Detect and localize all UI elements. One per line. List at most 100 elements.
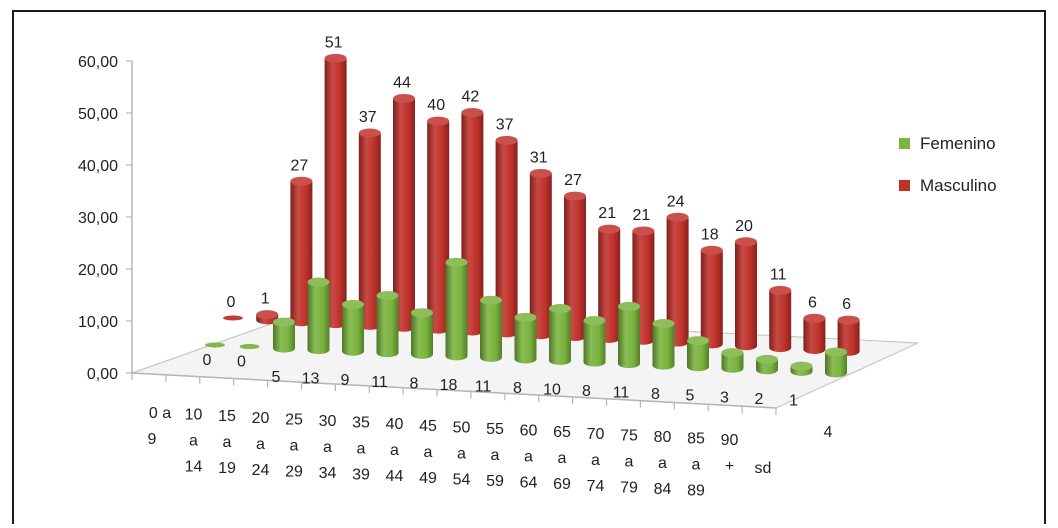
legend-label-masculino: Masculino <box>920 176 997 195</box>
bar-femenino <box>445 257 468 361</box>
chart-frame <box>12 10 1046 524</box>
category-label-line: 55 <box>486 421 504 438</box>
category-label-line: 29 <box>285 463 303 480</box>
category-label-line: 65 <box>553 424 571 441</box>
data-label-femenino: 4 <box>824 424 833 441</box>
bar-masculino <box>256 310 279 325</box>
data-label-femenino: 11 <box>371 374 388 391</box>
category-label: 25 a 29 <box>285 411 303 480</box>
category-label-line: 30 <box>319 413 337 430</box>
bar-masculino <box>358 128 381 330</box>
category-label-line: 19 <box>218 460 236 477</box>
bar-masculino <box>700 245 723 349</box>
bar-masculino <box>735 237 757 351</box>
category-label-line: a <box>658 455 667 472</box>
bar-masculino <box>324 53 347 329</box>
category-label: 65 a 69 <box>553 424 571 493</box>
bar-masculino <box>529 168 552 340</box>
data-label-masculino: 6 <box>842 296 851 313</box>
bar-femenino <box>790 361 813 376</box>
value-tick-label: 10,00 <box>78 314 118 331</box>
bar-masculino <box>290 176 313 327</box>
category-label-line: + <box>725 458 734 475</box>
category-label-line: 54 <box>453 471 471 488</box>
data-label-masculino: 37 <box>496 116 514 133</box>
legend-swatch-masculino <box>899 180 910 191</box>
category-label-line: 74 <box>587 478 605 495</box>
category-label-line: 15 <box>218 408 236 425</box>
category-label-line: 69 <box>553 476 571 493</box>
category-label-line: a <box>625 453 634 470</box>
category-label-line: sd <box>755 460 772 477</box>
category-label-line: a <box>357 441 366 458</box>
value-axis-ticks: 0,00 10,00 20,00 30,00 40,00 50,00 60,00 <box>78 54 777 415</box>
bar-masculino <box>837 315 860 356</box>
data-label-masculino: 42 <box>462 89 480 106</box>
value-tick-label: 60,00 <box>78 54 118 71</box>
data-label-masculino: 21 <box>633 207 651 224</box>
bar-femenino <box>307 277 330 355</box>
value-tick-label: 40,00 <box>78 158 118 175</box>
bars <box>205 53 860 378</box>
category-label: 40 a 44 <box>386 416 404 485</box>
bar-femenino <box>618 301 640 369</box>
category-label-line: a <box>457 445 466 462</box>
category-label-line: 14 <box>185 459 203 476</box>
category-label-line: a <box>524 449 533 466</box>
category-label-line: 75 <box>620 427 638 444</box>
data-label-femenino: 8 <box>651 386 660 403</box>
category-label: 35 a 39 <box>352 415 370 484</box>
data-label-femenino: 8 <box>410 375 419 392</box>
data-label-masculino: 1 <box>261 291 270 308</box>
category-label-line: 0 a <box>149 405 171 422</box>
legend-swatch-femenino <box>899 138 910 149</box>
data-label-masculino: 51 <box>325 34 343 51</box>
bar-femenino <box>652 319 675 370</box>
category-label-line: a <box>491 447 500 464</box>
data-label-masculino: 11 <box>770 266 787 283</box>
category-label: 60 a 64 <box>520 423 538 492</box>
bar-masculino <box>427 116 450 334</box>
bar-femenino <box>756 354 778 375</box>
category-label-line: 10 <box>185 407 203 424</box>
data-label-masculino: 18 <box>701 226 719 243</box>
bar-femenino <box>721 348 744 373</box>
data-label-femenino: 0 <box>203 352 212 369</box>
data-label-femenino: 18 <box>440 377 458 394</box>
category-label-line: 64 <box>520 475 538 492</box>
value-tick-label: 20,00 <box>78 262 118 279</box>
category-label-line: 79 <box>620 479 638 496</box>
data-label-femenino: 2 <box>755 391 764 408</box>
bar-femenino <box>239 344 260 350</box>
value-tick-label: 0,00 <box>87 366 118 383</box>
bar-masculino <box>598 224 621 343</box>
value-tick-label: 30,00 <box>78 210 118 227</box>
category-label-line: 9 <box>148 431 157 448</box>
bar-femenino <box>514 312 537 364</box>
category-label-line: 44 <box>386 468 404 485</box>
category-label-line: 84 <box>654 481 672 498</box>
category-label: 90 + <box>721 432 739 475</box>
data-label-masculino: 0 <box>227 294 236 311</box>
category-labels: 0 a910a1415a1920a2425a2930a3435a3940a444… <box>148 405 772 500</box>
category-label-line: a <box>390 442 399 459</box>
category-label-line: 80 <box>654 429 672 446</box>
bar-femenino <box>342 299 364 356</box>
category-label-line: 40 <box>386 416 404 433</box>
category-label-line: 25 <box>285 411 303 428</box>
category-label-line: 59 <box>486 473 504 490</box>
data-label-femenino: 11 <box>475 378 492 395</box>
category-label: 20 a 24 <box>252 410 270 479</box>
data-label-femenino: 9 <box>341 372 350 389</box>
data-label-masculino: 20 <box>735 218 753 235</box>
category-label: 80 a 84 <box>654 429 672 498</box>
category-label-line: 90 <box>721 432 739 449</box>
category-label-line: 39 <box>352 467 370 484</box>
data-label-femenino: 10 <box>543 382 561 399</box>
data-label-masculino: 21 <box>598 205 616 222</box>
category-label-line: 50 <box>453 419 471 436</box>
data-label-femenino: 8 <box>513 380 522 397</box>
bar-femenino <box>273 317 295 353</box>
